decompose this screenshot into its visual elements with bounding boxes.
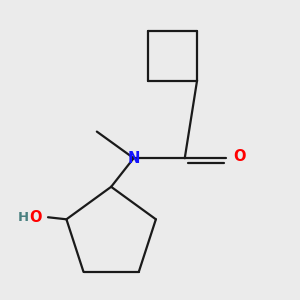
Text: O: O bbox=[233, 149, 245, 164]
Text: H: H bbox=[17, 211, 28, 224]
Text: N: N bbox=[128, 151, 140, 166]
Text: O: O bbox=[29, 210, 42, 225]
